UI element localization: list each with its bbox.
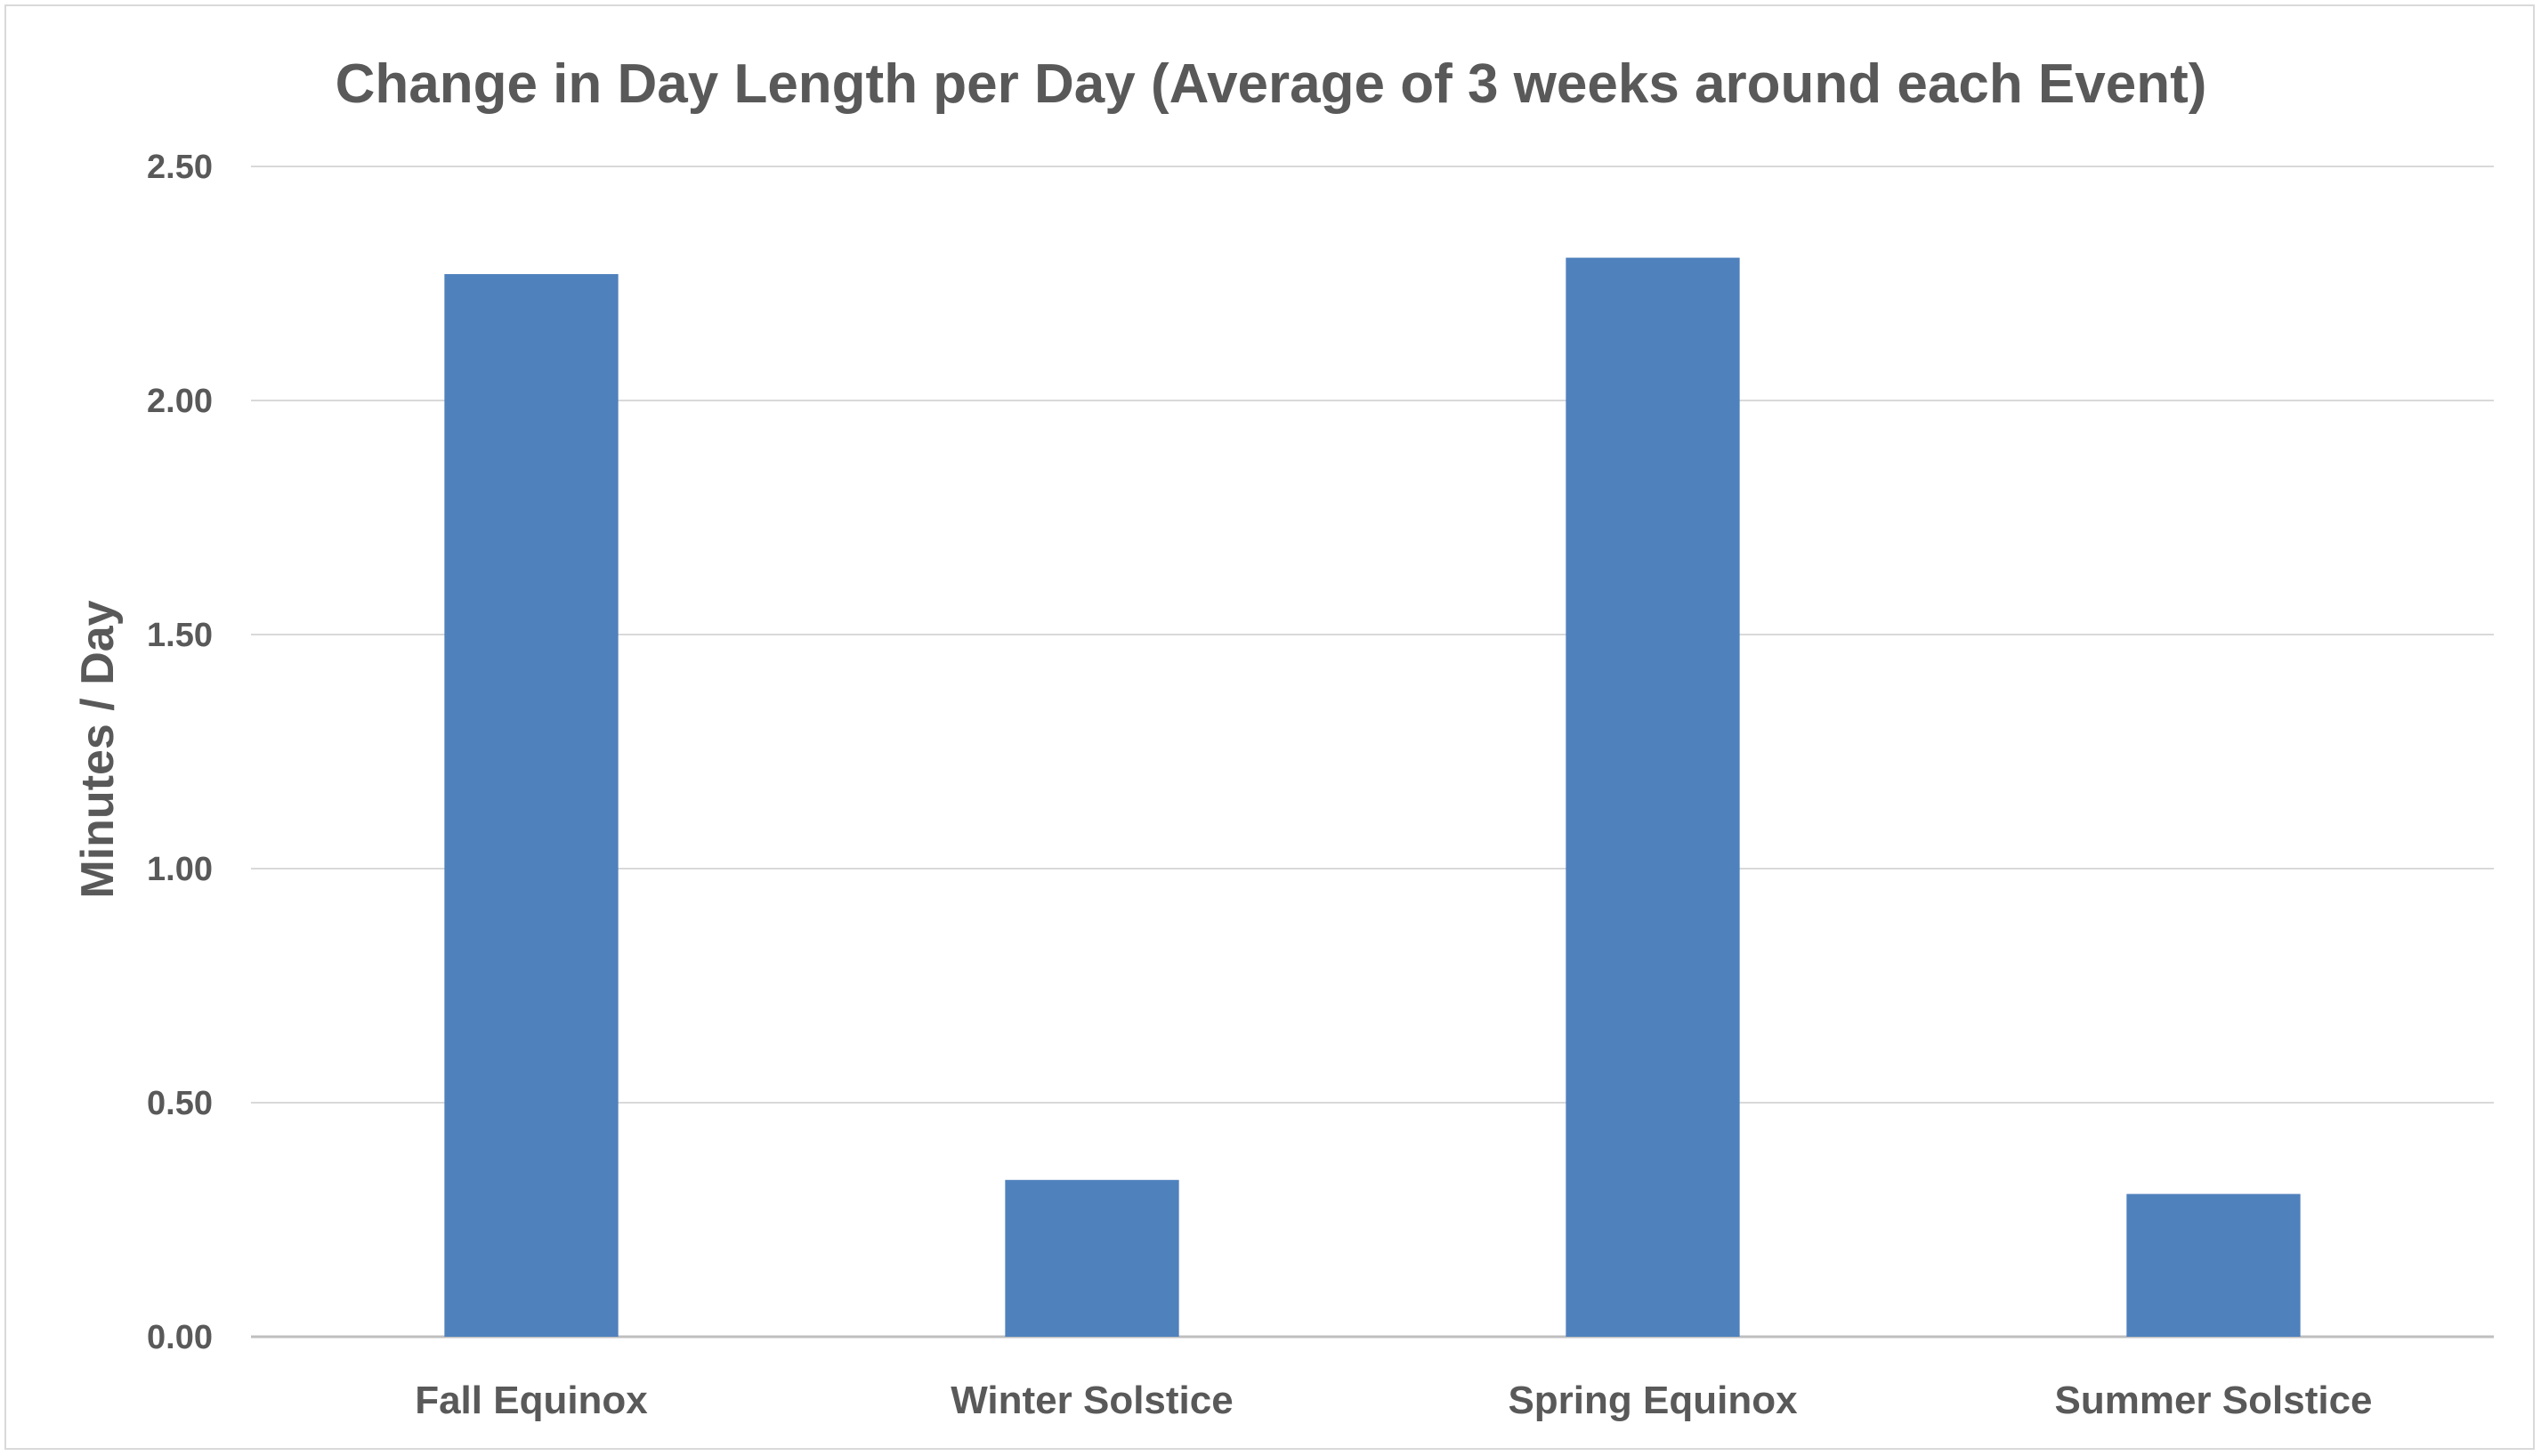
y-tick-label: 1.00: [147, 851, 213, 888]
bar: [1005, 1179, 1179, 1337]
y-tick-label: 0.00: [147, 1319, 213, 1356]
x-tick-label: Winter Solstice: [951, 1379, 1233, 1422]
y-tick-label: 1.50: [147, 617, 213, 654]
y-tick-label: 0.50: [147, 1085, 213, 1122]
bar: [1566, 257, 1740, 1337]
x-tick-layer: Fall Equinox Winter Solstice Spring Equino…: [415, 1379, 2372, 1422]
y-axis-label: Minutes / Day: [72, 600, 124, 898]
chart-frame: Change in Day Length per Day (Average of…: [4, 4, 2535, 1450]
y-tick-layer: 0.00 0.50 1.00 1.50 2.00 2.50: [147, 149, 213, 1356]
grid-layer: [251, 166, 2494, 1339]
chart-title: Change in Day Length per Day (Average of…: [336, 53, 2207, 115]
bar-layer: [444, 257, 2301, 1338]
bar: [2126, 1193, 2301, 1337]
bar: [444, 273, 619, 1338]
x-tick-label: Spring Equinox: [1508, 1379, 1798, 1422]
y-tick-label: 2.00: [147, 383, 213, 420]
x-tick-label: Fall Equinox: [415, 1379, 648, 1422]
x-tick-label: Summer Solstice: [2054, 1379, 2372, 1422]
y-tick-label: 2.50: [147, 149, 213, 186]
bar-chart: Change in Day Length per Day (Average of…: [72, 53, 2494, 1422]
